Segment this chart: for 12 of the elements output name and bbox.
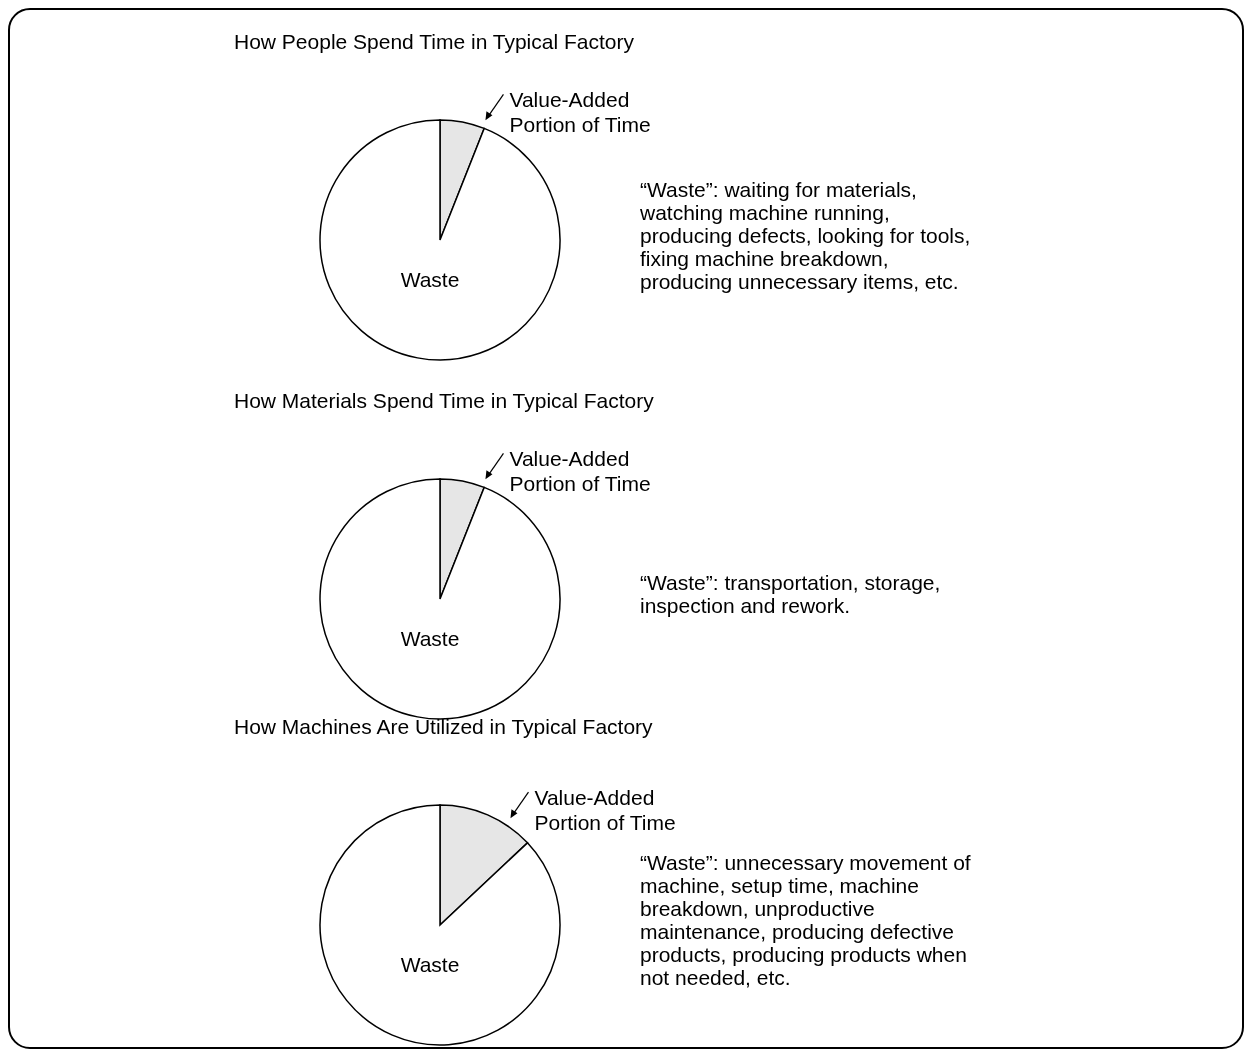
slice-label: Waste — [400, 268, 460, 291]
slice-label: Value-Added Portion of Time — [534, 786, 676, 835]
text: “Waste”: unnecessary movement of machine, setup time, machine breakdown, unproductive maintenance, producing defective products, producing products when not needed, etc. — [640, 851, 972, 989]
text: “Waste”: transportation, storage, inspection and rework. — [640, 571, 942, 617]
slice-label: Waste — [400, 627, 460, 650]
text: “Waste”: waiting for materials, watching machine running, producing defects, looking for tools, fixing machine breakdown, producing unnecessary items, etc. — [640, 177, 972, 293]
slice-label: Waste — [400, 953, 460, 976]
slice-label: Value-Added Portion of Time — [509, 447, 651, 496]
chart-title: How People Spend Time in Typical Factory — [234, 30, 634, 54]
chart-title: How Materials Spend Time in Typical Factory — [234, 389, 654, 413]
chart-title: How Machines Are Utilized in Typical Factory — [234, 715, 653, 739]
slice-label: Value-Added Portion of Time — [509, 88, 651, 137]
